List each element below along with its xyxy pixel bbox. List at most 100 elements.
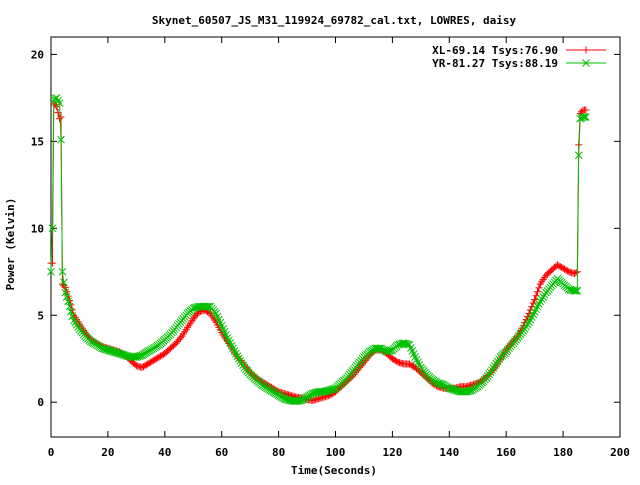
series-2-point (401, 339, 410, 348)
legend-label-2: YR-81.27 Tsys:88.19 (432, 57, 558, 70)
series-2-point (71, 318, 80, 327)
series-1-point (364, 353, 372, 361)
series-1-point (363, 355, 371, 363)
legend-marker-1 (582, 46, 590, 54)
series-2-point (64, 297, 72, 306)
series-1-point (142, 361, 150, 369)
series-2-point (573, 287, 582, 295)
series-2-point (116, 350, 125, 358)
series-1-point (157, 352, 165, 360)
series-1-point (531, 296, 539, 304)
x-tick-label: 120 (382, 446, 402, 459)
legend-label-1: XL-69.14 Tsys:76.90 (432, 44, 558, 57)
series-1-point (556, 263, 564, 271)
series-2-point (540, 290, 549, 299)
y-tick-label: 15 (31, 135, 44, 148)
series-1-point (192, 311, 200, 319)
y-tick-label: 10 (31, 222, 44, 235)
series-2-point (321, 387, 330, 396)
series-2-point (462, 387, 471, 396)
series-2-point (382, 347, 391, 356)
series-2-point (296, 396, 304, 405)
series-2-point (105, 346, 114, 355)
series-2-point (399, 339, 408, 347)
series-2-point (493, 357, 502, 366)
series-1-point (158, 351, 166, 359)
series-2-point (463, 387, 472, 396)
y-tick-label: 5 (37, 309, 44, 322)
series-1-point (48, 259, 56, 267)
series-1-point (388, 355, 396, 363)
series-2-point (384, 347, 392, 356)
series-1-point (175, 336, 183, 344)
x-tick-label: 60 (215, 446, 228, 459)
series-1-point (145, 359, 153, 367)
series-2-point (488, 366, 496, 374)
series-2-point (68, 312, 77, 320)
series-2-point (446, 384, 455, 393)
series-1-point (172, 339, 180, 347)
legend-marker-2 (582, 59, 590, 67)
series-2-point (121, 351, 129, 360)
series-2-point (308, 389, 317, 398)
series-2-point (490, 361, 499, 370)
series-2-point (108, 347, 117, 356)
series-1-point (138, 363, 146, 371)
series-2-point (48, 224, 57, 233)
x-axis-label: Time(Seconds) (291, 464, 377, 477)
y-tick-label: 20 (31, 48, 44, 61)
series-2-point (436, 380, 445, 388)
series-1-point (529, 299, 537, 307)
series-2-point (61, 288, 70, 297)
series-1-point (141, 362, 149, 370)
series-1-point (390, 356, 398, 364)
series-1-point (428, 379, 436, 387)
series-1-point (563, 267, 571, 275)
series-2-point (580, 113, 589, 121)
series-1-point (561, 265, 569, 273)
series-1-point (535, 284, 543, 292)
series-1-point (144, 360, 152, 368)
series-2-point (449, 385, 458, 394)
x-tick-label: 0 (48, 446, 55, 459)
series-2-point (189, 304, 198, 313)
series-2-point (115, 349, 124, 358)
series-1-point (559, 264, 567, 272)
series-2-point (385, 347, 394, 355)
series-1-point (57, 113, 65, 121)
series-2-point (106, 347, 115, 355)
series-2-point (118, 350, 126, 359)
series-2-point (523, 320, 532, 329)
series-2-point (451, 386, 459, 394)
series-2-point (133, 352, 142, 361)
series-1-point (555, 262, 563, 270)
series-2-point (65, 302, 74, 311)
series-2-point (58, 267, 67, 276)
series-2-point (132, 353, 141, 361)
x-tick-label: 140 (439, 446, 459, 459)
series-2-point (519, 327, 528, 335)
series-2-point (111, 348, 119, 357)
series-2-point (328, 385, 337, 394)
series-2-point (394, 340, 402, 349)
series-2-point (582, 113, 590, 121)
series-1-point (56, 115, 64, 123)
x-tick-label: 180 (553, 446, 573, 459)
series-2-point (536, 297, 545, 306)
series-2-point (324, 386, 333, 395)
series-1-point (148, 357, 156, 365)
series-1-point (171, 340, 179, 348)
series-1-point (131, 360, 139, 368)
series-2-point (574, 151, 583, 160)
series-1-point (391, 356, 399, 364)
series-1-point (562, 266, 570, 274)
series-2-point (448, 385, 456, 394)
series-2-point (101, 345, 109, 354)
plot-frame (50, 36, 621, 438)
series-2-point (57, 135, 65, 144)
series-2-point (465, 387, 474, 395)
series-1-point (407, 361, 415, 369)
series-1-point (191, 313, 199, 321)
